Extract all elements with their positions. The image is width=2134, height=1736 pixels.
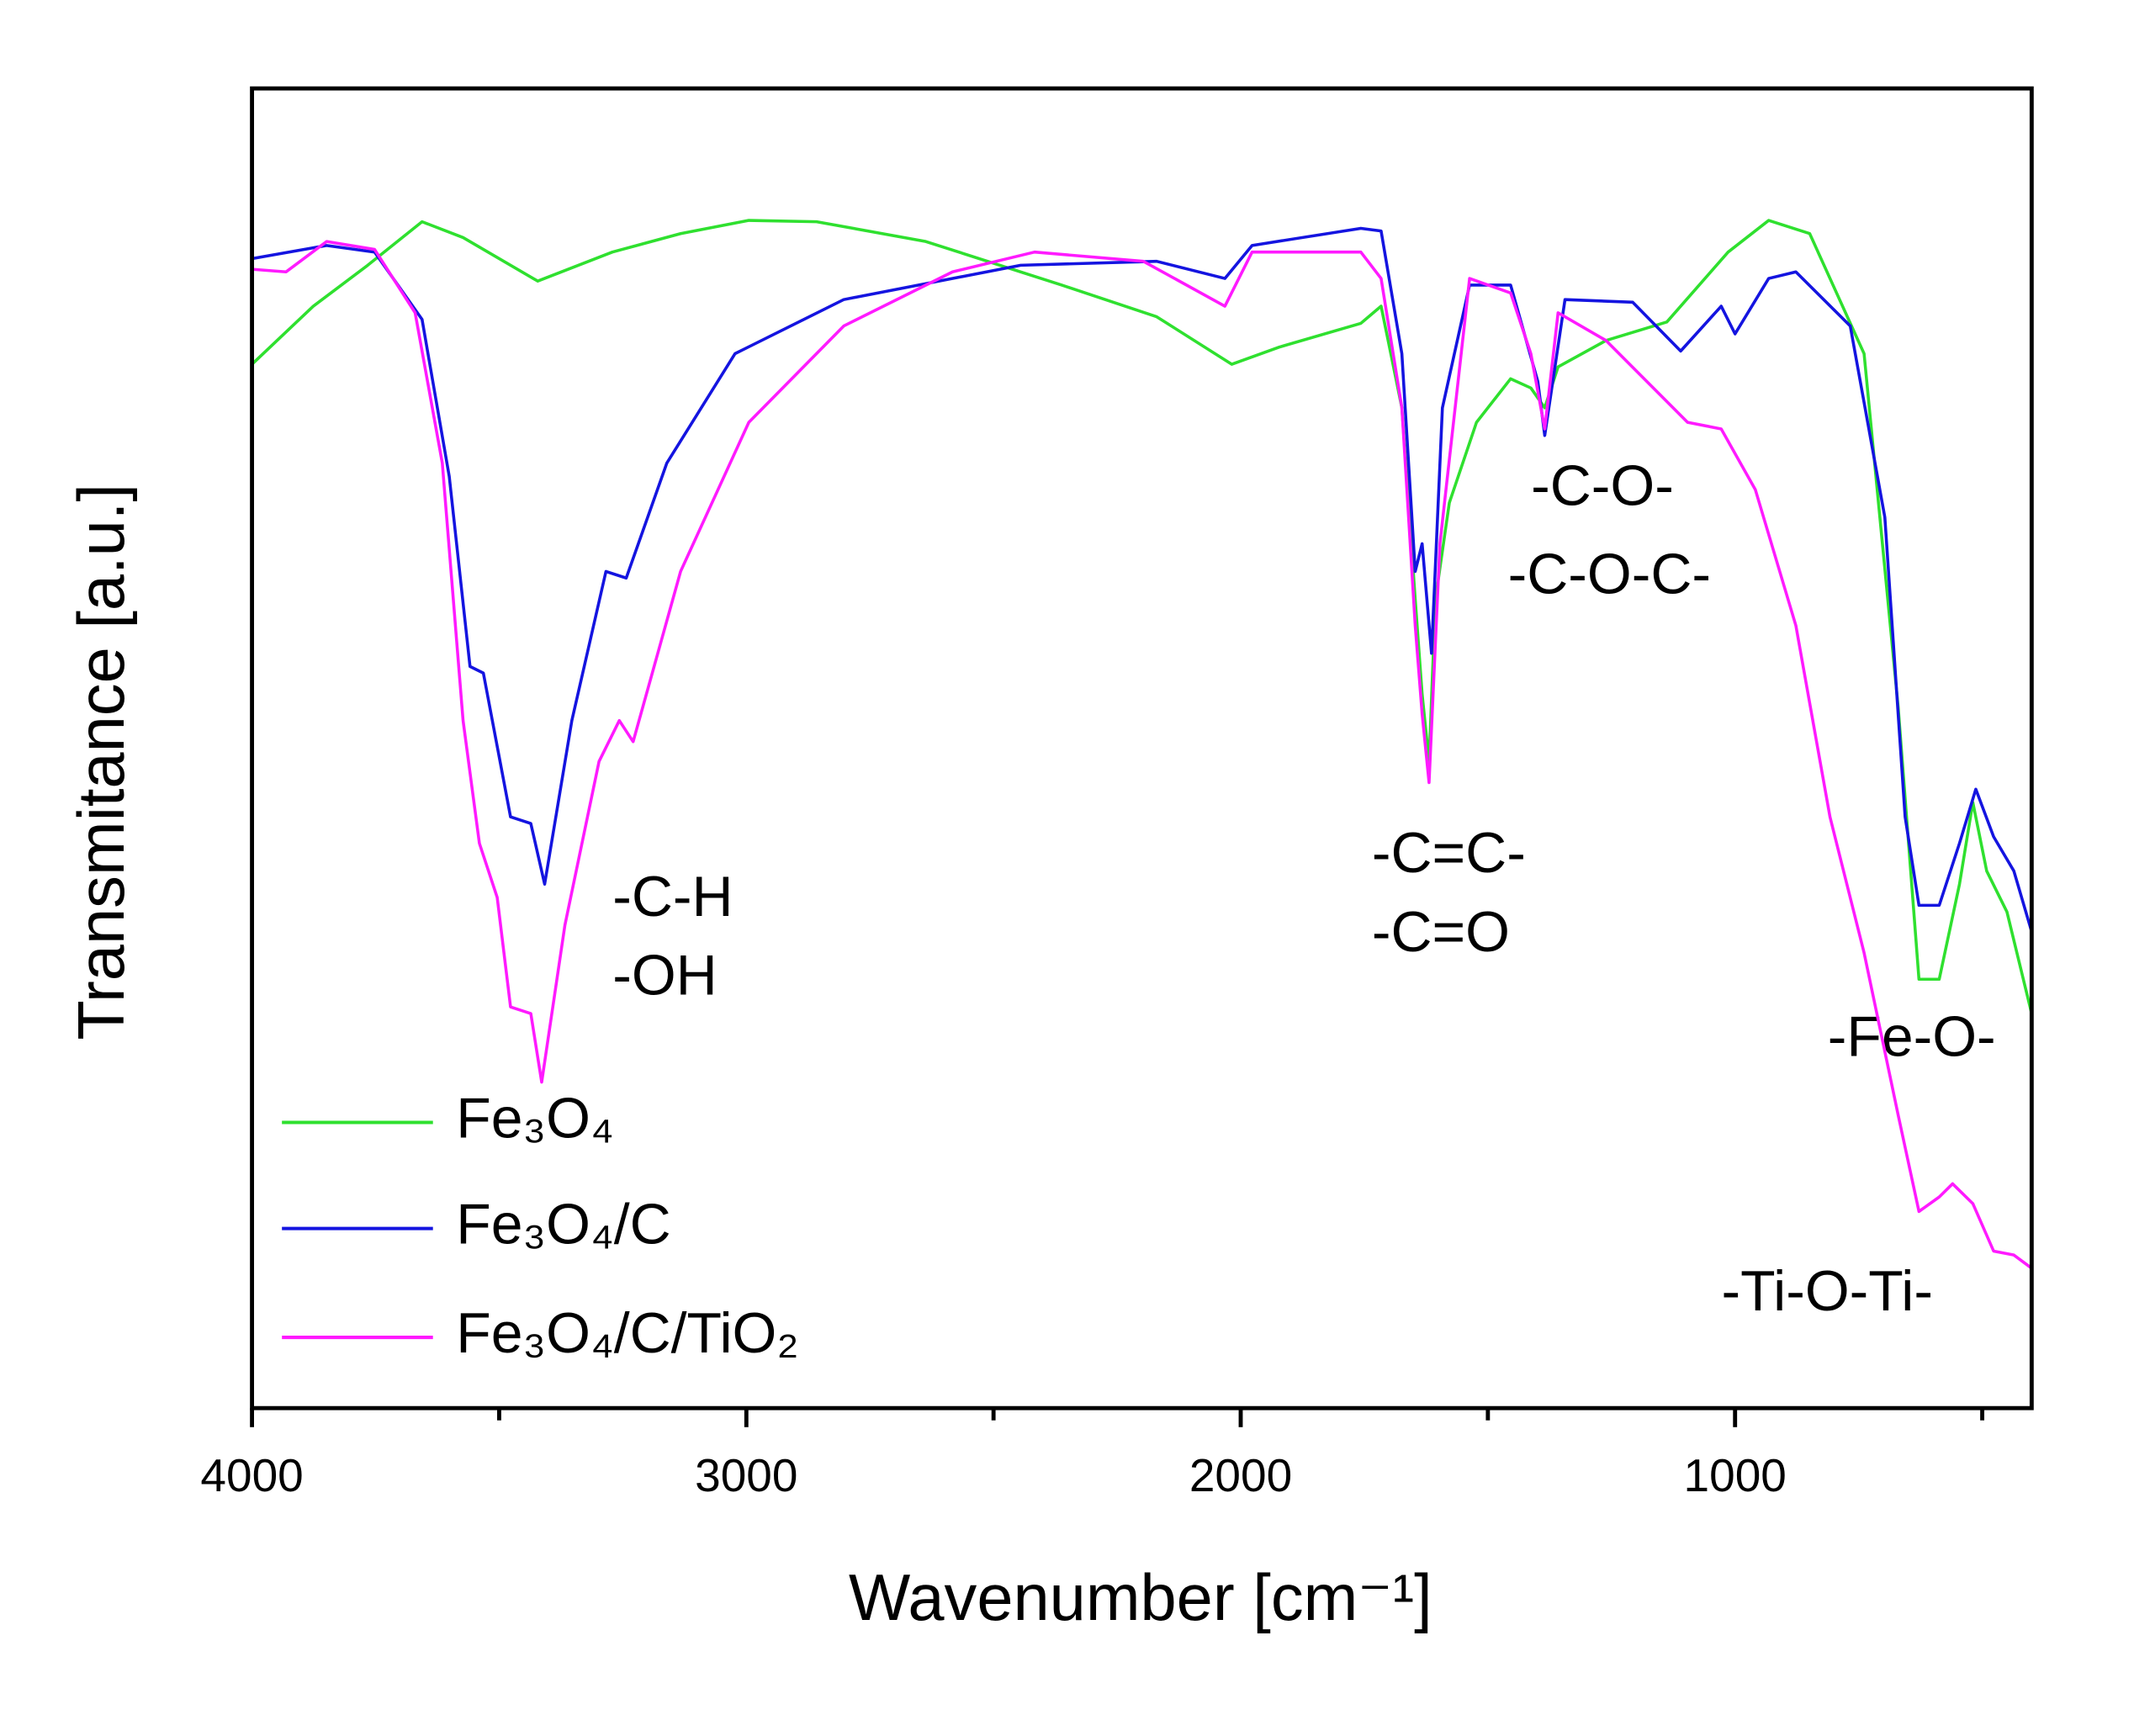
annotation: -OH: [612, 945, 718, 1008]
x-tick-label: 1000: [1684, 1449, 1787, 1501]
annotation: -C-H: [612, 865, 733, 929]
y-axis-title: Transmitance [a.u.]: [66, 484, 138, 1040]
series-line: [252, 226, 2034, 933]
annotation: -Fe-O-: [1828, 1005, 1996, 1068]
series-line: [252, 240, 2033, 1270]
annotation: -C-O-: [1531, 454, 1674, 517]
series-line: [251, 219, 2034, 1014]
annotation: -C-O-C-: [1508, 542, 1711, 606]
plot-frame: [250, 86, 2034, 1410]
x-axis-title: Wavenumber [cm⁻¹]: [849, 1562, 1432, 1634]
x-tick-label: 4000: [200, 1449, 303, 1501]
legend-label: Fe₃O₄/C/TiO₂: [456, 1302, 799, 1365]
legend-label: Fe₃O₄/C: [456, 1194, 670, 1257]
annotation: -C=O: [1372, 901, 1510, 964]
x-tick-label: 3000: [695, 1449, 797, 1501]
x-tick-label: 2000: [1189, 1449, 1292, 1501]
annotation: -C=C-: [1372, 822, 1526, 885]
annotation: -Ti-O-Ti-: [1722, 1260, 1933, 1323]
legend-label: Fe₃O₄: [456, 1087, 613, 1150]
